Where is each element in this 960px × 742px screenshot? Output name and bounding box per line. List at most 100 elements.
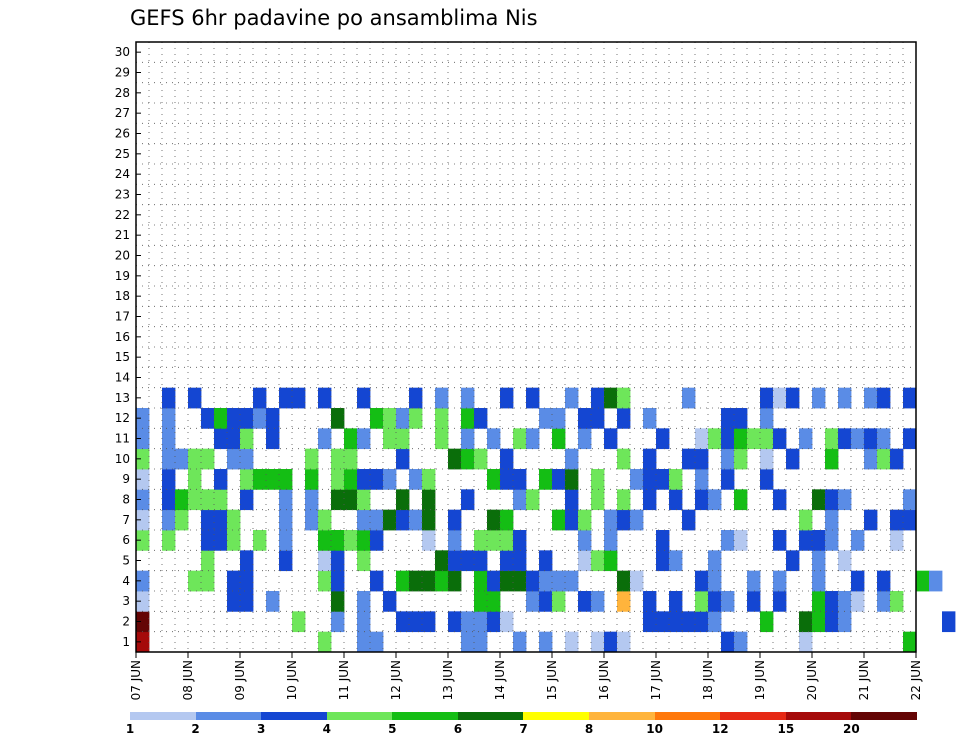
heatmap-cell: [227, 570, 241, 592]
x-tick-label: 18 JUN: [701, 660, 715, 700]
heatmap-cell: [643, 611, 657, 633]
heatmap-cell: [695, 428, 709, 450]
colorbar-label: 12: [711, 722, 729, 736]
heatmap-cell: [162, 448, 176, 470]
heatmap-cell: [591, 489, 605, 511]
heatmap-cell: [565, 448, 579, 470]
heatmap-cell: [825, 611, 839, 633]
heatmap-cell: [383, 509, 397, 531]
heatmap-cell: [188, 387, 202, 409]
heatmap-cell: [188, 448, 202, 470]
heatmap-cell: [214, 469, 228, 490]
heatmap-cell: [760, 428, 774, 450]
heatmap-cell: [136, 448, 150, 470]
heatmap-cell: [188, 570, 202, 592]
heatmap-cell: [357, 631, 371, 653]
heatmap-cell: [903, 387, 917, 409]
plot-frame: [135, 41, 917, 653]
heatmap-cell: [877, 428, 891, 450]
heatmap-cell: [370, 530, 384, 551]
heatmap-cell: [227, 428, 241, 450]
x-tick-label: 15 JUN: [545, 660, 559, 700]
heatmap-cell: [240, 469, 254, 490]
heatmap-cell: [591, 408, 605, 429]
heatmap-cell: [682, 611, 696, 633]
x-tick-label: 07 JUN: [129, 660, 143, 700]
heatmap-cell: [604, 631, 618, 653]
heatmap-cell: [461, 631, 475, 653]
heatmap-cell: [422, 469, 436, 490]
heatmap-cell: [435, 570, 449, 592]
heatmap-cell: [318, 428, 332, 450]
heatmap-cell: [812, 530, 826, 551]
heatmap-cell: [253, 530, 267, 551]
heatmap-cell: [695, 489, 709, 511]
heatmap-cell: [474, 408, 488, 429]
heatmap-cell: [331, 611, 345, 633]
heatmap-cell: [357, 611, 371, 633]
x-tick-label: 21 JUN: [857, 660, 871, 700]
heatmap-cell: [227, 448, 241, 470]
heatmap-cell: [773, 387, 787, 409]
colorbar-label: 7: [519, 722, 528, 736]
heatmap-cell: [175, 489, 189, 511]
heatmap-cell: [266, 591, 280, 612]
heatmap-cells: [136, 387, 956, 653]
heatmap-cell: [825, 428, 839, 450]
heatmap-cell: [721, 408, 735, 429]
heatmap-cell: [266, 428, 280, 450]
y-tick-label: 24: [115, 167, 130, 181]
y-tick-label: 7: [122, 513, 130, 527]
heatmap-cell: [825, 489, 839, 511]
colorbar-labels: 1 2 3 4 5 6 7 8 10 12 15 20: [0, 722, 960, 738]
heatmap-cell: [240, 591, 254, 612]
heatmap-cell: [513, 570, 527, 592]
y-tick-label: 20: [115, 249, 130, 263]
heatmap-cell: [396, 408, 410, 429]
heatmap-cell: [708, 489, 722, 511]
heatmap-cell: [396, 570, 410, 592]
heatmap-cell: [630, 570, 644, 592]
heatmap-cell: [344, 469, 358, 490]
heatmap-cell: [851, 530, 865, 551]
heatmap-cell: [825, 591, 839, 612]
heatmap-cell: [487, 591, 501, 612]
heatmap-cell: [721, 591, 735, 612]
heatmap-cell: [721, 428, 735, 450]
heatmap-cell: [227, 509, 241, 531]
y-tick-label: 16: [115, 330, 130, 344]
x-tick-label: 09 JUN: [233, 660, 247, 700]
colorbar-swatch: [720, 712, 786, 720]
heatmap-cell: [786, 550, 800, 572]
heatmap-cell: [617, 631, 631, 653]
heatmap-cell: [474, 570, 488, 592]
heatmap-cell: [617, 570, 631, 592]
heatmap-cell: [578, 428, 592, 450]
y-tick-label: 2: [122, 615, 130, 629]
heatmap-cell: [305, 448, 319, 470]
heatmap-cell: [214, 530, 228, 551]
heatmap-cell: [513, 428, 527, 450]
heatmap-cell: [942, 611, 956, 633]
colorbar-swatch: [785, 712, 852, 720]
heatmap-cell: [136, 489, 150, 511]
heatmap-cell: [643, 591, 657, 612]
heatmap-cell: [500, 509, 514, 531]
heatmap-cell: [734, 489, 748, 511]
colorbar-swatch: [326, 712, 393, 720]
heatmap-cell: [526, 387, 540, 409]
heatmap-cell: [201, 570, 215, 592]
heatmap-cell: [617, 591, 631, 612]
heatmap-cell: [890, 448, 904, 470]
heatmap-cell: [357, 428, 371, 450]
heatmap-cell: [539, 469, 553, 490]
heatmap-cell: [500, 448, 514, 470]
x-tick-label: 20 JUN: [805, 660, 819, 700]
heatmap-cell: [292, 611, 306, 633]
heatmap-cell: [708, 550, 722, 572]
heatmap-cell: [773, 530, 787, 551]
heatmap-cell: [851, 570, 865, 592]
colorbar-swatch: [392, 712, 458, 720]
y-tick-label: 3: [122, 594, 130, 608]
